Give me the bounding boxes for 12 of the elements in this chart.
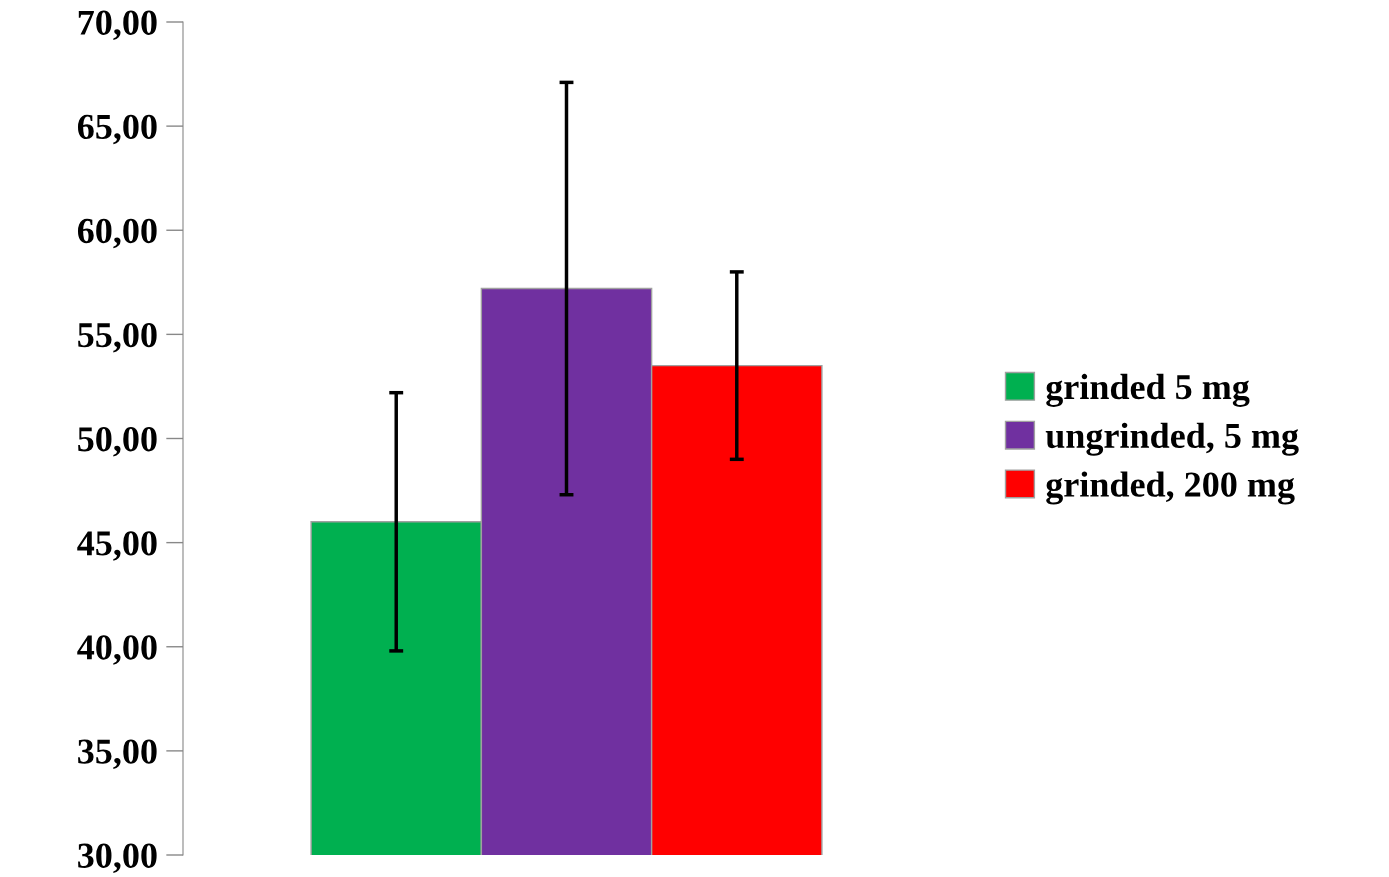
y-tick-label: 30,00 xyxy=(78,843,157,874)
y-tick-label: 70,00 xyxy=(78,10,157,41)
y-tick-label: 35,00 xyxy=(78,739,157,769)
y-tick-label: 45,00 xyxy=(77,531,157,561)
y-tick-label: 55,00 xyxy=(78,322,157,353)
y-tick-label: 65,00 xyxy=(77,114,157,145)
y-tick-label: 40,00 xyxy=(77,635,157,665)
y-tick-label: 60,00 xyxy=(77,218,157,249)
legend-label: grinded 5 mg xyxy=(1046,373,1250,407)
y-tick-label: 50,00 xyxy=(78,427,157,457)
legend-label: grinded, 200 mg xyxy=(1046,471,1295,505)
legend-label: ungrinded, 5 mg xyxy=(1045,422,1299,456)
